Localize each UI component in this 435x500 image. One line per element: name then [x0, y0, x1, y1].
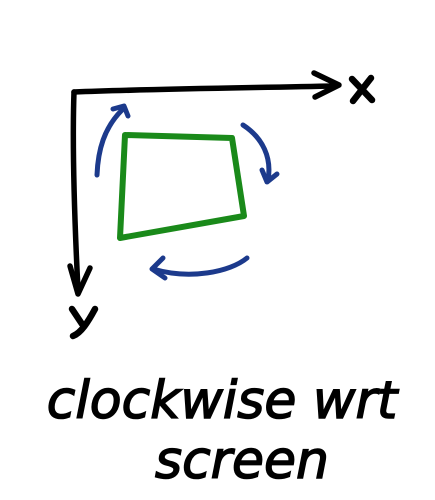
y-axis-arrowhead: [67, 263, 93, 297]
y-axis-line: [70, 89, 81, 293]
rotation-arrowhead-bottom: [149, 255, 168, 281]
rotation-arrow-top-left: [94, 107, 125, 178]
rotation-arrow-bottom: [150, 255, 250, 277]
rotation-arrowhead-right: [259, 167, 280, 185]
rotation-arrows: [94, 103, 280, 281]
x-axis-arrowhead: [311, 70, 342, 100]
x-axis-line: [71, 83, 338, 95]
rotation-arrowhead-top-left: [110, 103, 131, 119]
rotation-arrow-right: [240, 122, 272, 183]
caption-line-1: clockwise wrt: [47, 371, 399, 431]
x-axis-label: x: [348, 74, 376, 105]
axes: [67, 70, 342, 297]
caption-line-2: screen: [155, 431, 329, 491]
y-axis-label: y: [68, 305, 99, 340]
green-quadrilateral: [117, 132, 247, 241]
